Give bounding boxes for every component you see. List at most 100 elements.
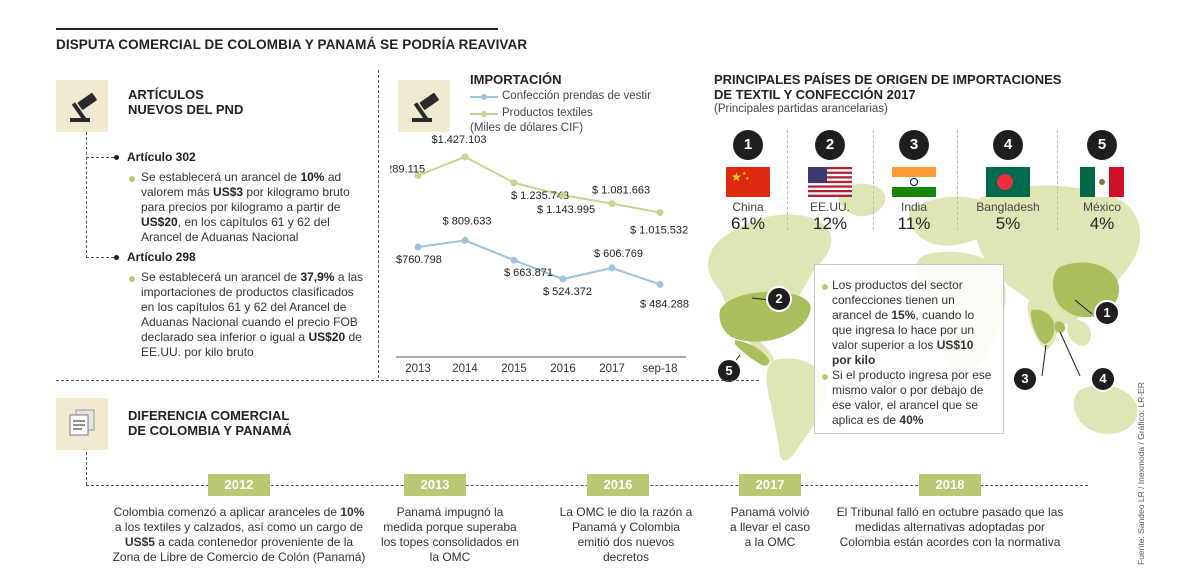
timeline-year-2013: 2013 [404,474,466,496]
text-line: Se establecerá un arancel de 10% ad [141,170,342,184]
info-text-1: Los productos del sector confecciones ti… [832,278,1002,368]
data-point [656,280,664,288]
map-marker-4: 4 [1090,366,1116,392]
data-label: $ 606.769 [594,248,643,260]
text-line: la OMC [429,550,471,564]
data-point [461,153,469,161]
country-divider [787,130,788,230]
timeline-connector [86,452,87,485]
data-point [559,191,567,199]
map-europe [909,196,996,246]
tree-line [86,132,87,258]
data-point [656,209,664,217]
text-line: medida porque superaba [383,520,517,534]
leader-india [1041,344,1047,377]
timeline-text-2017: Panamá volvió a llevar el caso a la OMC [720,505,820,550]
section-divider [56,380,759,381]
map-marker-1: 1 [1094,300,1120,326]
text-line: por kilo [832,353,876,367]
article-bullet [114,255,119,260]
text-line: Panamá impugnó la [396,505,504,519]
x-tick-label: sep-18 [642,363,677,375]
article-298-title: Artículo 298 [127,250,196,264]
origins-title-line2: DE TEXTIL Y CONFECCIÓN 2017 [714,87,916,102]
map-southeast-asia [1067,319,1091,346]
text-line: EE.UU. por kilo bruto [141,345,254,359]
data-label: $ 1.015.532 [630,225,688,237]
header-rule [56,28,498,30]
data-label: $ 524.372 [543,286,592,298]
svg-text:★: ★ [742,171,747,177]
info-dot [822,374,828,380]
data-label: $ 1.143.995 [537,204,595,216]
map-south-america [766,358,826,461]
data-label: $760.798 [396,254,442,266]
text-line: valor superior a los US$10 [832,338,974,352]
pnd-title-line2: NUEVOS DEL PND [128,102,244,117]
rank-badge-4: 4 [993,130,1023,160]
column-divider [378,70,379,378]
text-line: ese valor, el arancel que se [832,398,979,412]
chart-units: (Miles de dólares CIF) [470,122,584,134]
text-line: Zona de Libre de Comercio de Colón (Pana… [112,550,366,564]
text-line: Panamá volvió [730,505,810,519]
text-line: importaciones de productos clasificados [141,285,354,299]
difference-title-line2: DE COLOMBIA Y PANAMÁ [128,423,292,438]
pnd-title-line1: ARTÍCULOS [128,87,204,102]
article-298-text: Se establecerá un arancel de 37,9% a las… [141,270,381,360]
text-line: US$20, en los capítulos 61 y 62 del [141,215,330,229]
data-label: $ 1.235.743 [511,190,569,202]
import-line-chart: 2013 2014 2015 2016 2017 sep-18 $760.798 $ 809.… [390,135,689,375]
gavel-icon [398,80,450,132]
text-line: valorem más US$3 por kilogramo bruto [141,185,350,199]
rank-badge-2: 2 [815,130,845,160]
svg-text:★: ★ [731,170,742,184]
timeline-text-2013: Panamá impugnó la medida porque superaba… [370,505,530,565]
map-india-highlight [1030,309,1055,344]
leader-china [1074,299,1093,315]
x-tick-label: 2014 [452,363,478,375]
x-tick-label: 2017 [599,363,625,375]
data-point [559,275,567,283]
gavel-icon [56,80,108,132]
text-line: US$5 a cada contenedor proveniente de la [124,535,354,549]
documents-icon [56,398,108,450]
article-bullet [114,155,119,160]
country-name-mexico: México [1082,200,1121,214]
article-298-dot [129,276,135,282]
timeline-text-2018: El Tribunal falló en octubre pasado que … [832,505,1068,550]
world-map [708,183,1141,461]
legend-dot-blue [481,94,487,100]
country-pct-china: 61% [730,214,766,233]
timeline-year-2018: 2018 [919,474,981,496]
article-302-title: Artículo 302 [127,150,196,164]
tree-branch-2 [86,257,114,258]
china-flag-icon: ★ ★ ★ [726,167,770,197]
series-line [417,239,661,286]
origins-subtitle: (Principales partidas arancelarias) [714,103,888,115]
data-point [510,256,518,264]
text-line: en los capítulos 61 y 62 del Arancel de [141,300,347,314]
origins-title-line1: PRINCIPALES PAÍSES DE ORIGEN DE IMPORTAC… [714,72,1062,87]
timeline-year-2016: 2016 [587,474,649,496]
text-line: arancel de 15%, cuando lo [832,308,975,322]
country-name-india: India [900,200,928,214]
x-tick-label: 2016 [550,363,576,375]
text-line: aplica es de 40% [832,413,924,427]
tree-branch-1 [86,157,114,158]
bangladesh-flag-icon [986,167,1030,197]
map-australia [1073,385,1138,434]
data-point [414,243,422,251]
country-divider [1057,130,1058,230]
timeline-year-2017: 2017 [739,474,801,496]
rank-badge-3: 3 [899,130,929,160]
text-line: Panamá y Colombia [571,520,681,534]
country-pct-bangladesh: 5% [995,214,1021,233]
text-line: El Tribunal falló en octubre pasado que … [836,505,1064,519]
article-302-text: Se establecerá un arancel de 10% ad valo… [141,170,381,245]
legend-label-textiles: Productos textiles [502,107,593,119]
country-pct-usa: 12% [812,214,848,233]
data-point [461,236,469,244]
text-line: Arancel de Aduanas Nacional [141,230,299,244]
data-point [510,179,518,187]
